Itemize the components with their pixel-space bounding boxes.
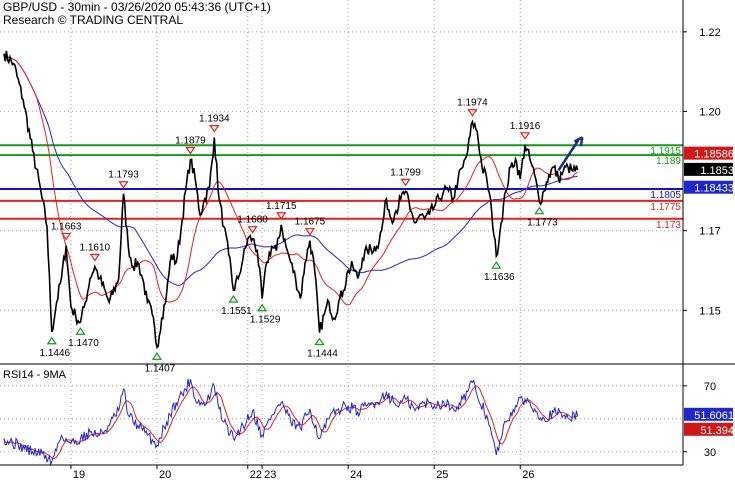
level-label: 1.189 xyxy=(656,156,681,167)
rsi-tag: 51.6061 xyxy=(684,407,734,422)
rsi-grid: RSI14 - 9MA xyxy=(0,366,683,465)
rsi-line xyxy=(3,378,579,467)
rsi-axis: 30 70 51.6061 51.394 xyxy=(683,381,734,459)
rsi-title: RSI14 - 9MA xyxy=(3,369,67,381)
time-tick-label: 22 xyxy=(250,469,262,480)
swing-high-label: 1.1675 xyxy=(295,217,326,228)
swing-low-marker xyxy=(491,261,502,269)
price-tag-bg xyxy=(684,180,733,194)
swing-low-label: 1.1773 xyxy=(527,218,558,229)
price-line xyxy=(3,50,579,349)
swing-low-marker xyxy=(46,336,57,345)
level-label: 1.1915 xyxy=(650,146,681,157)
rsi-tag-bg xyxy=(684,407,733,421)
forecast-arrow-head xyxy=(573,136,584,147)
swing-low-label: 1.1446 xyxy=(40,348,71,359)
swing-high-marker xyxy=(89,253,100,262)
swing-high-label: 1.1610 xyxy=(80,243,111,254)
time-tick-label: 24 xyxy=(350,469,362,480)
swing-high-marker xyxy=(185,146,196,155)
time-tick-label: 23 xyxy=(264,469,276,480)
rsi-tick-label: 70 xyxy=(704,381,716,393)
swing-high-label: 1.1663 xyxy=(51,221,82,232)
level-label: 1.173 xyxy=(656,220,681,231)
price-tag: 1.18586 xyxy=(684,146,734,161)
time-tick-label: 25 xyxy=(436,469,448,480)
rsi-tag-bg xyxy=(684,422,733,436)
price-tag: 1.18433 xyxy=(684,180,734,195)
forecast-arrow-shaft xyxy=(557,139,580,171)
swing-high-marker xyxy=(400,178,411,187)
chart-title: GBP/USD - 30min - 03/26/2020 05:43:36 (U… xyxy=(3,0,271,14)
swing-markers: 1.1446 1.1663 1.1470 1.1610 1.1793 1.1407 1.18… xyxy=(40,98,559,375)
level-label: 1.1775 xyxy=(650,202,681,213)
swing-low-label: 1.1529 xyxy=(250,315,281,326)
time-axis: 19 20 22 23 24 25 26 xyxy=(70,465,534,480)
rsi-tag-label: 51.394 xyxy=(700,425,734,437)
rsi-tag: 51.394 xyxy=(684,422,734,437)
swing-low-label: 1.1470 xyxy=(68,338,99,349)
chart-subtitle: Research © TRADING CENTRAL xyxy=(3,13,183,27)
rsi-tick-label: 30 xyxy=(704,447,716,459)
rsi-series xyxy=(3,378,579,467)
swing-high-label: 1.1974 xyxy=(457,98,488,109)
price-axis: 1.15 1.17 1.20 1.22 1.18586 1.1853 1.18433 xyxy=(683,27,734,317)
price-tag-label: 1.18433 xyxy=(694,183,734,195)
swing-high-label: 1.1799 xyxy=(390,167,421,178)
swing-high-marker xyxy=(467,109,478,117)
swing-low-label: 1.1444 xyxy=(307,349,338,360)
time-tick-label: 26 xyxy=(522,469,534,480)
level-label: 1.1805 xyxy=(650,190,681,201)
swing-low-marker xyxy=(534,206,545,215)
price-tag-bg xyxy=(684,162,733,176)
time-tick-label: 20 xyxy=(159,469,171,480)
swing-low-marker xyxy=(256,303,268,312)
swing-high-marker xyxy=(276,212,287,220)
swing-high-marker xyxy=(247,226,258,234)
price-tag-label: 1.1853 xyxy=(700,165,734,177)
price-tag-bg xyxy=(684,146,733,160)
swing-low-marker xyxy=(228,294,239,303)
swing-low-marker xyxy=(151,352,163,360)
price-series xyxy=(3,50,584,349)
swing-high-label: 1.1879 xyxy=(175,136,206,147)
fast-moving-average-line xyxy=(3,53,578,306)
swing-high-label: 1.1793 xyxy=(108,170,139,181)
price-tick-label: 1.15 xyxy=(699,305,720,317)
price-tag: 1.1853 xyxy=(684,162,734,177)
swing-high-label: 1.1680 xyxy=(237,215,268,226)
price-tick-label: 1.20 xyxy=(699,106,720,118)
swing-low-marker xyxy=(314,337,325,346)
swing-high-label: 1.1916 xyxy=(510,121,541,132)
swing-high-marker xyxy=(519,132,531,140)
price-grid xyxy=(0,0,683,362)
time-tick-label: 19 xyxy=(73,469,85,480)
price-tick-label: 1.17 xyxy=(699,226,720,238)
swing-low-label: 1.1407 xyxy=(145,363,176,374)
swing-high-label: 1.1715 xyxy=(266,201,297,212)
swing-high-marker xyxy=(61,232,72,241)
swing-high-marker xyxy=(209,125,220,133)
rsi-tag-label: 51.6061 xyxy=(694,410,734,422)
swing-high-label: 1.1934 xyxy=(199,114,230,125)
swing-low-marker xyxy=(75,327,86,335)
swing-low-label: 1.1551 xyxy=(221,306,252,317)
swing-high-marker xyxy=(304,228,316,236)
slow-moving-average-line xyxy=(3,53,578,286)
swing-low-label: 1.1636 xyxy=(484,272,515,283)
chart-frame xyxy=(0,0,735,466)
price-tick-label: 1.22 xyxy=(699,27,720,39)
price-tag-label: 1.18586 xyxy=(694,149,734,161)
swing-high-marker xyxy=(118,181,129,189)
